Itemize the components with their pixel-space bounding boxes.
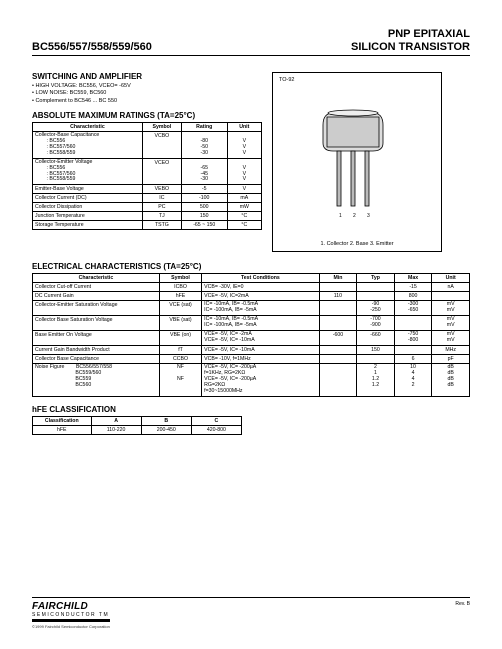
table-row: Emitter-Base VoltageVEBO-5V [33,185,262,194]
footer: FAIRCHILD SEMICONDUCTOR TM ©1999 Fairchi… [32,597,470,629]
table-row: Storage TemperatureTSTG-65 ~ 150°C [33,221,262,230]
part-number: BC556/557/558/559/560 [32,41,152,53]
table-row: Collector-Emitter Saturation VoltageVCE … [33,301,470,316]
bullet: • LOW NOISE: BC559, BC560 [32,90,262,97]
elec-char-table: Characteristic Symbol Test Conditions Mi… [32,273,470,397]
table-row: Collector Base Saturation VoltageVBE (sa… [33,316,470,331]
table-row: Noise Figure BC556/557/558 BC559/560 BC5… [33,364,470,397]
table-row: Collector DissipationPC500mW [33,203,262,212]
th-symbol: Symbol [142,122,181,131]
table-header-row: Classification A B C [33,416,242,425]
logo-block: FAIRCHILD SEMICONDUCTOR TM ©1999 Fairchi… [32,601,110,629]
hfe-title: hFE CLASSIFICATION [32,405,470,414]
package-caption: 1. Collector 2. Base 3. Emitter [273,241,441,247]
fairchild-logo: FAIRCHILD [32,601,110,612]
header: BC556/557/558/559/560 PNP EPITAXIAL SILI… [32,28,470,56]
revision: Rev. B [455,601,470,607]
th-unit: Unit [227,122,261,131]
table-row: Collector-Emitter Voltage : BC556 : BC55… [33,158,262,185]
th-characteristic: Characteristic [33,122,143,131]
transistor-icon: 1 2 3 [303,103,413,223]
table-header-row: Characteristic Symbol Test Conditions Mi… [33,274,470,283]
svg-text:2: 2 [353,213,356,219]
table-row: hFE 110-220 200-450 420-800 [33,425,242,434]
package-diagram: TO-92 1 2 3 1. Collector 2. Base 3. Emit… [272,72,442,252]
package-label: TO-92 [279,77,295,83]
copyright: ©1999 Fairchild Semiconductor Corporatio… [32,624,110,629]
bullet: • Complement to BC546 ... BC 550 [32,98,262,105]
table-row: DC Current GainhFEVCE= -5V, IC=2mA110800 [33,292,470,301]
table-row: Collector Cut-off CurrentICBOVCB= -30V, … [33,283,470,292]
table-row: Junction TemperatureTJ150°C [33,212,262,221]
table-row: Collector-Base Capacitance : BC556 : BC5… [33,131,262,158]
abs-max-table: Characteristic Symbol Rating Unit Collec… [32,122,262,231]
feature-list: • HIGH VOLTAGE: BC556, VCEO= -65V • LOW … [32,83,262,104]
logo-subtitle: SEMICONDUCTOR TM [32,612,110,622]
left-column: SWITCHING AND AMPLIFIER • HIGH VOLTAGE: … [32,66,262,252]
table-row: Collector Current (DC)IC-100mA [33,194,262,203]
bullet: • HIGH VOLTAGE: BC556, VCEO= -65V [32,83,262,90]
doc-title: PNP EPITAXIAL SILICON TRANSISTOR [351,28,470,53]
abs-max-title: ABSOLUTE MAXIMUM RATINGS (TA=25°C) [32,111,262,120]
table-row: Current Gain Bandwidth ProductfTVCE= -5V… [33,346,470,355]
table-header-row: Characteristic Symbol Rating Unit [33,122,262,131]
table-row: Collector Base CapacitanceCCBOVCB= -10V,… [33,355,470,364]
switching-title: SWITCHING AND AMPLIFIER [32,72,262,81]
top-section: SWITCHING AND AMPLIFIER • HIGH VOLTAGE: … [32,66,470,252]
elec-title: ELECTRICAL CHARACTERISTICS (TA=25°C) [32,262,470,271]
hfe-table: Classification A B C hFE 110-220 200-450… [32,416,242,435]
th-rating: Rating [181,122,227,131]
table-row: Base Emitter On VoltageVBE (on)VCE= -5V,… [33,331,470,346]
svg-text:3: 3 [367,213,370,219]
svg-text:1: 1 [339,213,342,219]
